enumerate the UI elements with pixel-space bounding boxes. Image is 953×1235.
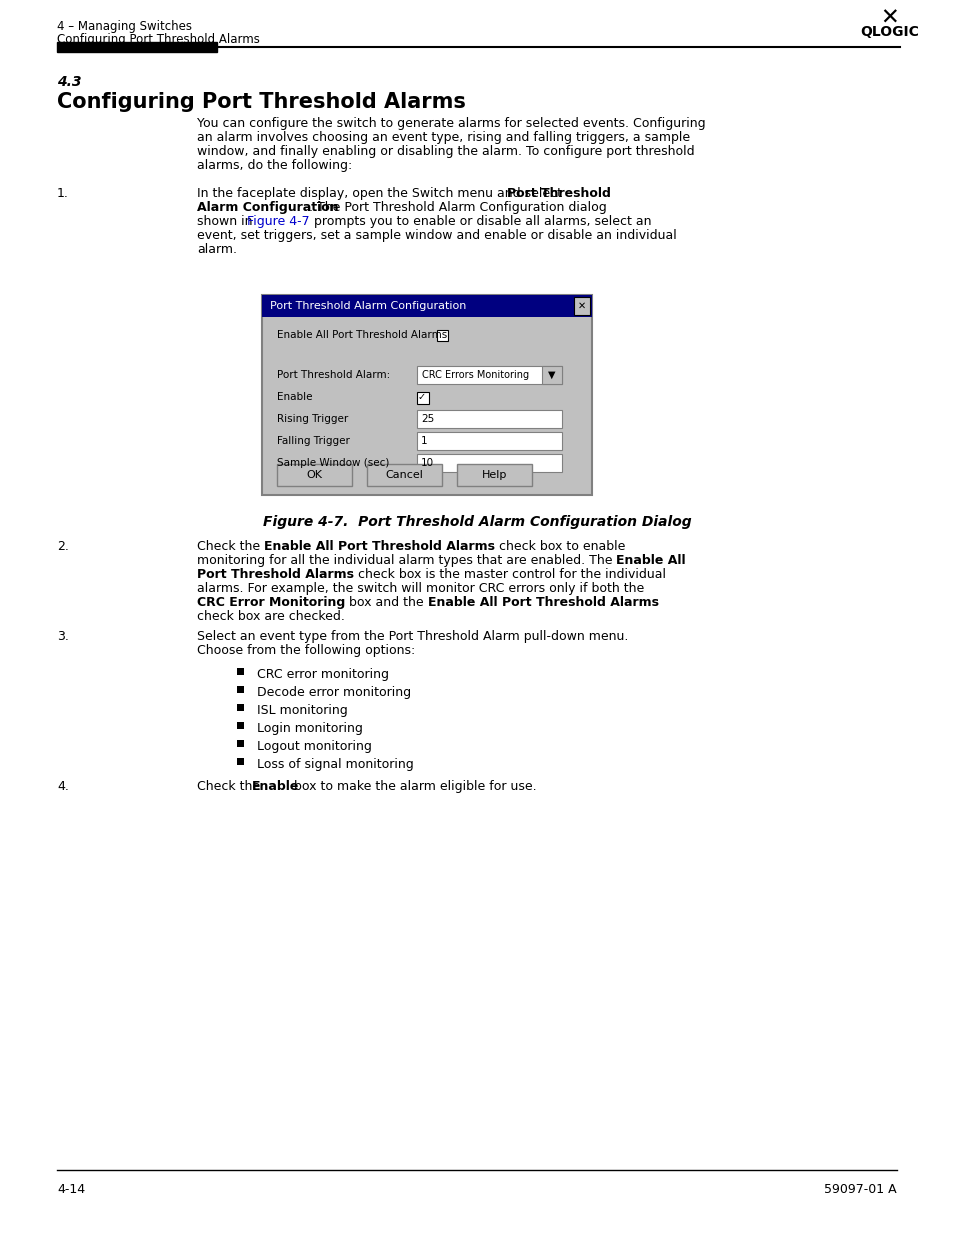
Text: alarms. For example, the switch will monitor CRC errors only if both the: alarms. For example, the switch will mon… — [196, 582, 643, 595]
Text: Port Threshold Alarms: Port Threshold Alarms — [196, 568, 354, 580]
Text: Enable: Enable — [252, 781, 299, 793]
Text: Sample Window (sec): Sample Window (sec) — [276, 458, 389, 468]
Text: an alarm involves choosing an event type, rising and falling triggers, a sample: an alarm involves choosing an event type… — [196, 131, 689, 144]
Text: Decode error monitoring: Decode error monitoring — [256, 685, 411, 699]
Text: event, set triggers, set a sample window and enable or disable an individual: event, set triggers, set a sample window… — [196, 228, 676, 242]
Text: Check the: Check the — [196, 781, 264, 793]
Text: box to make the alarm eligible for use.: box to make the alarm eligible for use. — [290, 781, 536, 793]
Text: ✓: ✓ — [417, 391, 426, 403]
Text: Help: Help — [481, 471, 507, 480]
Bar — [236, 685, 244, 693]
Bar — [262, 295, 592, 495]
Text: Figure 4-7: Figure 4-7 — [247, 215, 310, 228]
Text: ▼: ▼ — [548, 370, 556, 380]
Text: alarms, do the following:: alarms, do the following: — [196, 159, 352, 172]
Bar — [367, 464, 441, 487]
Text: . The Port Threshold Alarm Configuration dialog: . The Port Threshold Alarm Configuration… — [309, 201, 606, 214]
Text: Configuring Port Threshold Alarms: Configuring Port Threshold Alarms — [57, 33, 259, 46]
Text: OK: OK — [306, 471, 322, 480]
Text: CRC error monitoring: CRC error monitoring — [256, 668, 389, 680]
Text: Choose from the following options:: Choose from the following options: — [196, 643, 415, 657]
Text: Check the: Check the — [196, 540, 264, 553]
Text: You can configure the switch to generate alarms for selected events. Configuring: You can configure the switch to generate… — [196, 117, 705, 130]
Text: In the faceplate display, open the Switch menu and select: In the faceplate display, open the Switc… — [196, 186, 565, 200]
Text: 59097-01 A: 59097-01 A — [823, 1183, 896, 1195]
Bar — [416, 391, 429, 404]
Bar — [456, 464, 532, 487]
Text: 25: 25 — [420, 414, 434, 424]
Text: Login monitoring: Login monitoring — [256, 722, 362, 735]
Text: Port Threshold Alarm Configuration: Port Threshold Alarm Configuration — [270, 301, 466, 311]
Text: Alarm Configuration: Alarm Configuration — [196, 201, 338, 214]
Bar — [236, 758, 244, 764]
Bar — [574, 296, 589, 315]
Bar — [276, 464, 352, 487]
Text: 4 – Managing Switches: 4 – Managing Switches — [57, 20, 192, 33]
Text: check box is the master control for the individual: check box is the master control for the … — [354, 568, 665, 580]
Text: ISL monitoring: ISL monitoring — [256, 704, 348, 718]
Text: 10: 10 — [420, 458, 434, 468]
Text: shown in: shown in — [196, 215, 256, 228]
Text: Enable: Enable — [276, 391, 313, 403]
Text: ✕: ✕ — [881, 2, 898, 31]
Text: Logout monitoring: Logout monitoring — [256, 740, 372, 753]
Text: box and the: box and the — [345, 597, 428, 609]
Text: check box to enable: check box to enable — [495, 540, 625, 553]
Bar — [236, 722, 244, 729]
Bar — [541, 366, 561, 384]
Text: Port Threshold Alarm:: Port Threshold Alarm: — [276, 370, 390, 380]
Text: 4-14: 4-14 — [57, 1183, 85, 1195]
Text: check box are checked.: check box are checked. — [196, 610, 345, 622]
Text: Enable All Port Threshold Alarms: Enable All Port Threshold Alarms — [428, 597, 659, 609]
Text: Enable All Port Threshold Alarms: Enable All Port Threshold Alarms — [264, 540, 495, 553]
Text: 1.: 1. — [57, 186, 69, 200]
Text: 4.3: 4.3 — [57, 75, 81, 89]
Text: prompts you to enable or disable all alarms, select an: prompts you to enable or disable all ala… — [310, 215, 651, 228]
Text: CRC Errors Monitoring: CRC Errors Monitoring — [421, 370, 529, 380]
Text: ✕: ✕ — [578, 301, 585, 311]
Text: Configuring Port Threshold Alarms: Configuring Port Threshold Alarms — [57, 91, 465, 112]
Text: Port Threshold: Port Threshold — [506, 186, 610, 200]
Bar — [416, 454, 561, 472]
Text: CRC Error Monitoring: CRC Error Monitoring — [196, 597, 345, 609]
Bar — [416, 432, 561, 450]
Bar — [236, 668, 244, 676]
Bar — [236, 740, 244, 747]
Bar — [236, 704, 244, 711]
Text: Select an event type from the Port Threshold Alarm pull-down menu.: Select an event type from the Port Thres… — [196, 630, 628, 643]
Text: QLOGIC: QLOGIC — [860, 25, 919, 40]
Text: Figure 4-7.  Port Threshold Alarm Configuration Dialog: Figure 4-7. Port Threshold Alarm Configu… — [262, 515, 691, 529]
Text: 1: 1 — [420, 436, 427, 446]
Text: Cancel: Cancel — [385, 471, 423, 480]
Bar — [262, 295, 592, 317]
Text: Falling Trigger: Falling Trigger — [276, 436, 350, 446]
Text: alarm.: alarm. — [196, 243, 236, 256]
Bar — [57, 42, 216, 52]
Text: Rising Trigger: Rising Trigger — [276, 414, 348, 424]
Text: 2.: 2. — [57, 540, 69, 553]
Text: monitoring for all the individual alarm types that are enabled. The: monitoring for all the individual alarm … — [196, 555, 616, 567]
Text: 4.: 4. — [57, 781, 69, 793]
Text: window, and finally enabling or disabling the alarm. To configure port threshold: window, and finally enabling or disablin… — [196, 144, 694, 158]
Text: 3.: 3. — [57, 630, 69, 643]
Text: Loss of signal monitoring: Loss of signal monitoring — [256, 758, 414, 771]
Text: Enable All Port Threshold Alarms: Enable All Port Threshold Alarms — [276, 330, 447, 340]
Text: Enable All: Enable All — [616, 555, 685, 567]
Bar — [416, 410, 561, 429]
Bar — [416, 366, 561, 384]
Bar — [436, 330, 448, 341]
